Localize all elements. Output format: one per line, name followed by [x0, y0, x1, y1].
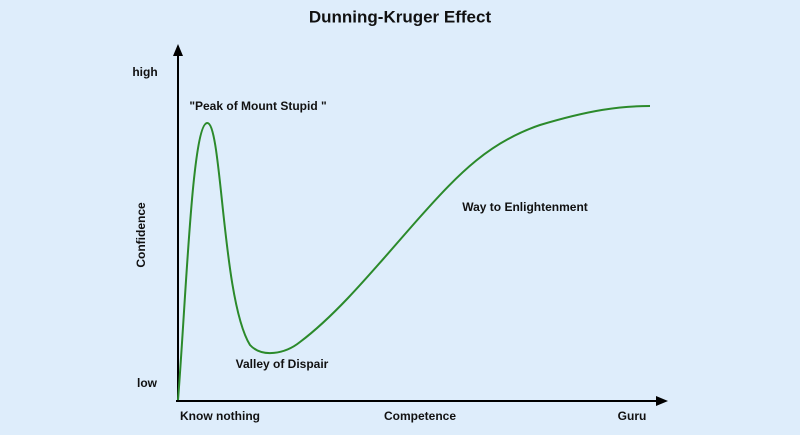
title: Dunning-Kruger Effect: [309, 7, 492, 26]
annotation: Valley of Dispair: [236, 357, 329, 371]
x-axis-label: Competence: [384, 409, 456, 423]
y-axis-label: Confidence: [134, 202, 148, 268]
y-low-label: low: [137, 376, 158, 390]
y-axis-arrow: [173, 44, 183, 56]
annotation: "Peak of Mount Stupid ": [189, 99, 326, 113]
confidence-curve: [177, 105, 651, 401]
y-high-label: high: [132, 65, 157, 79]
x-end-label: Guru: [618, 409, 647, 423]
x-axis-arrow: [656, 396, 668, 406]
x-start-label: Know nothing: [180, 409, 260, 423]
annotation: Way to Enlightenment: [462, 200, 588, 214]
